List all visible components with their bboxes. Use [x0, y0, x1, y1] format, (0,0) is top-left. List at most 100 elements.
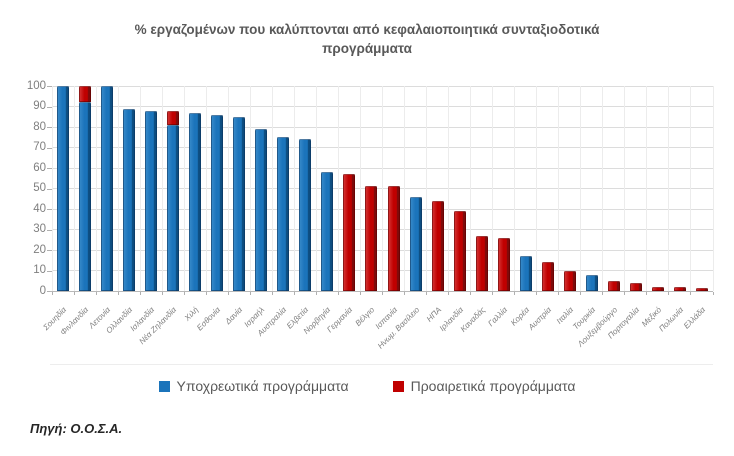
x-tick — [580, 292, 582, 295]
bar-segment-Νορβηγία-mandatory — [321, 172, 334, 291]
x-tick — [161, 292, 163, 295]
chart-bottom-rule — [50, 364, 713, 365]
y-axis-tick-label: 20 — [33, 243, 46, 256]
category-separator-line — [646, 86, 648, 291]
bar-segment-Νέα Ζηλανδία-voluntary — [167, 110, 180, 125]
bar-segment-Γερμανία-voluntary — [343, 174, 356, 291]
x-tick — [183, 292, 185, 295]
x-tick — [139, 292, 141, 295]
x-tick — [359, 292, 361, 295]
bar-segment-ΗΠΑ-voluntary — [431, 200, 444, 291]
x-tick — [51, 292, 53, 295]
category-separator-line — [448, 86, 450, 291]
chart-title-line-1: % εργαζομένων που καλύπτονται από κεφαλα… — [134, 22, 600, 37]
bar-segment-Φινλανδία-voluntary — [79, 86, 92, 103]
category-separator-line — [227, 86, 229, 291]
bar-segment-Χιλή-mandatory — [189, 112, 202, 291]
y-axis-tick-label: 10 — [33, 264, 46, 276]
x-tick — [712, 292, 714, 295]
x-tick — [602, 292, 604, 295]
x-tick — [514, 292, 516, 295]
bar-segment-Ολλανδία-mandatory — [123, 108, 136, 291]
x-tick — [117, 292, 119, 295]
x-tick — [293, 292, 295, 295]
bar-segment-Ισπανία-voluntary — [387, 186, 400, 291]
x-tick — [227, 292, 229, 295]
category-separator-line — [117, 86, 119, 291]
bar-segment-Δανία-mandatory — [233, 116, 246, 291]
x-tick — [95, 292, 97, 295]
x-tick — [271, 292, 273, 295]
x-axis-line — [50, 291, 713, 292]
y-axis-tick-label: 60 — [33, 161, 46, 174]
source-note: Πηγή: Ο.Ο.Σ.Α. — [30, 421, 123, 436]
bar-segment-Πορτογαλία-voluntary — [629, 282, 642, 291]
category-separator-line — [602, 86, 604, 291]
voluntary-swatch-icon — [392, 380, 404, 392]
x-tick — [249, 292, 251, 295]
y-tick — [47, 147, 52, 149]
y-tick — [47, 168, 52, 169]
y-tick — [47, 229, 52, 231]
category-separator-line — [690, 86, 692, 291]
bar-segment-Ελλάδα-voluntary — [695, 287, 708, 291]
x-tick — [315, 292, 317, 295]
category-separator-line — [470, 86, 472, 291]
category-separator-line — [337, 86, 339, 291]
category-separator-line — [293, 86, 295, 291]
category-separator-line — [73, 86, 75, 291]
bar-segment-Γαλλία-voluntary — [497, 237, 510, 291]
bar-segment-Βέλγιο-voluntary — [365, 186, 378, 291]
y-tick — [47, 270, 52, 272]
category-separator-line — [514, 86, 516, 291]
category-separator-line — [183, 86, 185, 291]
y-tick — [47, 250, 52, 251]
x-tick — [492, 292, 494, 295]
category-separator-line — [315, 86, 317, 291]
y-axis-tick-label: 90 — [33, 100, 46, 112]
category-separator-line — [205, 86, 207, 291]
bar-segment-Εσθονία-mandatory — [211, 114, 224, 291]
y-tick — [47, 86, 52, 87]
plot-area — [51, 85, 714, 291]
bar-segment-Αυστρία-voluntary — [541, 262, 554, 291]
category-separator-line — [249, 86, 251, 291]
bar-segment-Λουξεμβούργο-voluntary — [607, 280, 620, 291]
x-tick — [404, 292, 406, 295]
bar-segment-Τουρκία-mandatory — [585, 274, 598, 291]
bar-segment-Ισραήλ-mandatory — [255, 129, 268, 291]
category-separator-line — [161, 86, 163, 291]
x-tick — [205, 292, 207, 295]
legend: Υποχρεωτικά προγράμματα Προαιρετικά προγ… — [0, 378, 734, 394]
y-tick — [47, 209, 52, 210]
bar-segment-Μεξικό-voluntary — [651, 286, 664, 291]
x-tick — [668, 292, 670, 295]
x-tick — [536, 292, 538, 295]
legend-label-voluntary: Προαιρετικά προγράμματα — [410, 378, 576, 394]
x-tick — [470, 292, 472, 295]
category-separator-line — [95, 86, 97, 291]
x-tick — [337, 292, 339, 295]
bar-segment-Αυστραλία-mandatory — [277, 137, 290, 291]
bar-segment-Ιρλανδία-voluntary — [453, 211, 466, 291]
y-axis-tick-label: 80 — [33, 120, 46, 133]
bar-segment-Ηνωμ. Βασίλειο-mandatory — [409, 196, 422, 291]
category-separator-line — [271, 86, 273, 291]
category-separator-line — [492, 86, 494, 291]
category-separator-line — [404, 86, 406, 291]
bar-segment-Ισλανδία-mandatory — [145, 110, 158, 291]
category-separator-line — [580, 86, 582, 291]
bar-segment-Λετονία-mandatory — [101, 86, 114, 291]
x-tick — [646, 292, 648, 295]
category-separator-line — [139, 86, 141, 291]
y-tick — [47, 106, 52, 108]
x-tick — [624, 292, 626, 295]
y-axis-tick-label: 40 — [33, 202, 46, 215]
bar-segment-Κορέα-mandatory — [519, 256, 532, 291]
y-axis-tick-label: 0 — [39, 284, 46, 297]
bar-segment-Καναδάς-voluntary — [475, 235, 488, 291]
y-axis-tick-label: 50 — [33, 182, 46, 194]
y-axis-tick-label: 100 — [26, 79, 46, 92]
category-separator-line — [558, 86, 560, 291]
